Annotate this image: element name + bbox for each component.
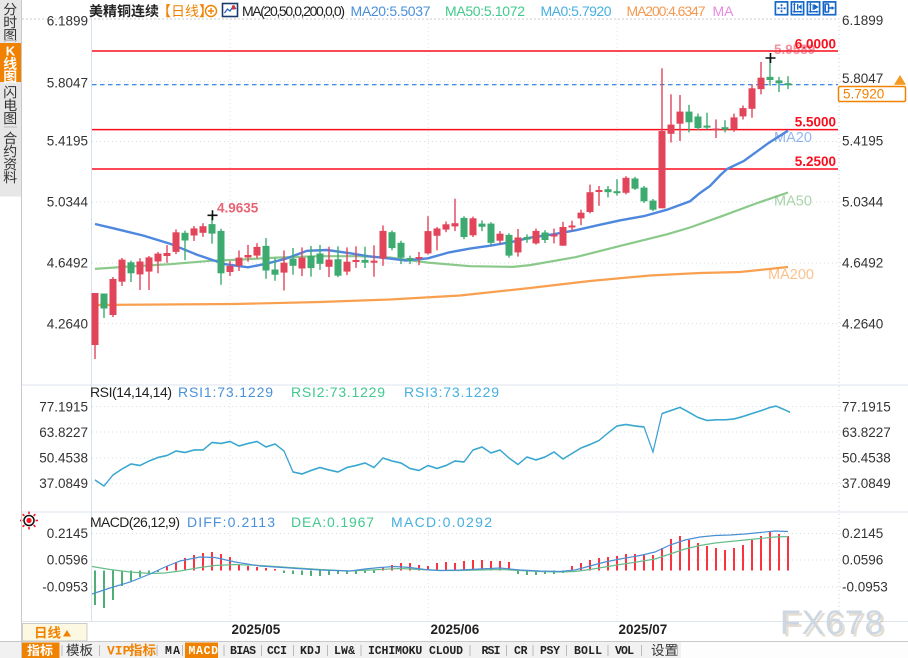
svg-text:CCI: CCI [267,645,287,658]
svg-text:LW&: LW& [334,645,355,658]
svg-text:MACD:0.0292: MACD:0.0292 [391,514,492,530]
svg-text:5.0344: 5.0344 [47,195,89,210]
svg-text:4.6492: 4.6492 [842,256,883,271]
svg-text:5.4195: 5.4195 [842,134,883,149]
svg-text:50.4538: 50.4538 [842,451,891,466]
svg-text:RSI1:73.1229: RSI1:73.1229 [178,384,273,400]
svg-text:4.6492: 4.6492 [47,256,88,271]
svg-text:ICHIMOKU CLOUD: ICHIMOKU CLOUD [368,645,463,658]
svg-text:DIFF:0.2113: DIFF:0.2113 [187,514,275,530]
svg-text:CR: CR [514,645,528,658]
svg-text:6.1899: 6.1899 [47,14,88,29]
svg-text:5.8047: 5.8047 [47,76,88,91]
svg-text:2025/07: 2025/07 [619,622,668,637]
svg-text:-0.0953: -0.0953 [842,580,888,595]
svg-text:50.4538: 50.4538 [39,451,88,466]
svg-text:63.8227: 63.8227 [39,425,88,440]
svg-text:4.9635: 4.9635 [217,201,259,216]
svg-text:77.1915: 77.1915 [39,400,88,415]
svg-text:5.9589: 5.9589 [774,42,815,57]
svg-text:0.2145: 0.2145 [47,526,88,541]
svg-text:MA200: MA200 [768,267,814,283]
svg-text:37.0849: 37.0849 [39,476,88,491]
svg-text:MA200:4.6347: MA200:4.6347 [627,3,706,19]
svg-text:RSI2:73.1229: RSI2:73.1229 [291,384,385,400]
svg-text:MA20:5.5037: MA20:5.5037 [351,3,431,19]
svg-text:5.7920: 5.7920 [843,87,884,102]
svg-text:37.0849: 37.0849 [842,476,891,491]
svg-text:5.2500: 5.2500 [795,154,836,169]
svg-text:MA50: MA50 [774,194,812,210]
svg-text:2025/06: 2025/06 [431,622,480,637]
svg-text:63.8227: 63.8227 [842,425,891,440]
svg-text:MA0:5.7920: MA0:5.7920 [541,3,612,19]
svg-text:6.0000: 6.0000 [795,36,836,51]
svg-text:BOLL: BOLL [574,645,602,658]
svg-text:K: K [6,44,16,59]
svg-text:MA: MA [713,3,735,19]
svg-text:5.0344: 5.0344 [842,195,884,210]
svg-text:VIP: VIP [107,644,131,658]
svg-text:MA20: MA20 [774,130,812,146]
svg-text:RSI3:73.1229: RSI3:73.1229 [404,384,499,400]
svg-text:5.8047: 5.8047 [842,71,883,86]
svg-text:MA50:5.1072: MA50:5.1072 [445,3,525,19]
svg-text:RSI(14,14,14): RSI(14,14,14) [90,384,172,400]
svg-text:MACD: MACD [189,645,219,658]
svg-text:0.0596: 0.0596 [47,553,88,568]
svg-text:6.1899: 6.1899 [842,13,883,28]
svg-text:PSY: PSY [540,645,560,658]
svg-text:FX678: FX678 [780,604,884,642]
svg-text:77.1915: 77.1915 [842,400,891,415]
svg-text:2025/05: 2025/05 [232,622,281,637]
svg-text:VOL: VOL [615,645,634,658]
svg-text:-0.0953: -0.0953 [42,580,88,595]
svg-text:FX678: FX678 [783,607,887,645]
svg-text:BIAS: BIAS [230,645,256,658]
svg-text:0.2145: 0.2145 [842,526,883,541]
svg-text:MA(20,50,0,200,0,0): MA(20,50,0,200,0,0) [242,3,345,19]
svg-text:5.4195: 5.4195 [47,134,88,149]
svg-text:KDJ: KDJ [300,645,321,658]
svg-text:4.2640: 4.2640 [47,317,88,332]
svg-text:RSI: RSI [482,645,501,658]
svg-text:DEA:0.1967: DEA:0.1967 [291,514,374,530]
svg-text:MA: MA [165,645,180,658]
svg-text:0.0596: 0.0596 [842,553,883,568]
svg-text:4.2640: 4.2640 [842,317,883,332]
svg-text:MACD(26,12,9): MACD(26,12,9) [90,514,180,530]
svg-text:5.5000: 5.5000 [795,115,836,130]
